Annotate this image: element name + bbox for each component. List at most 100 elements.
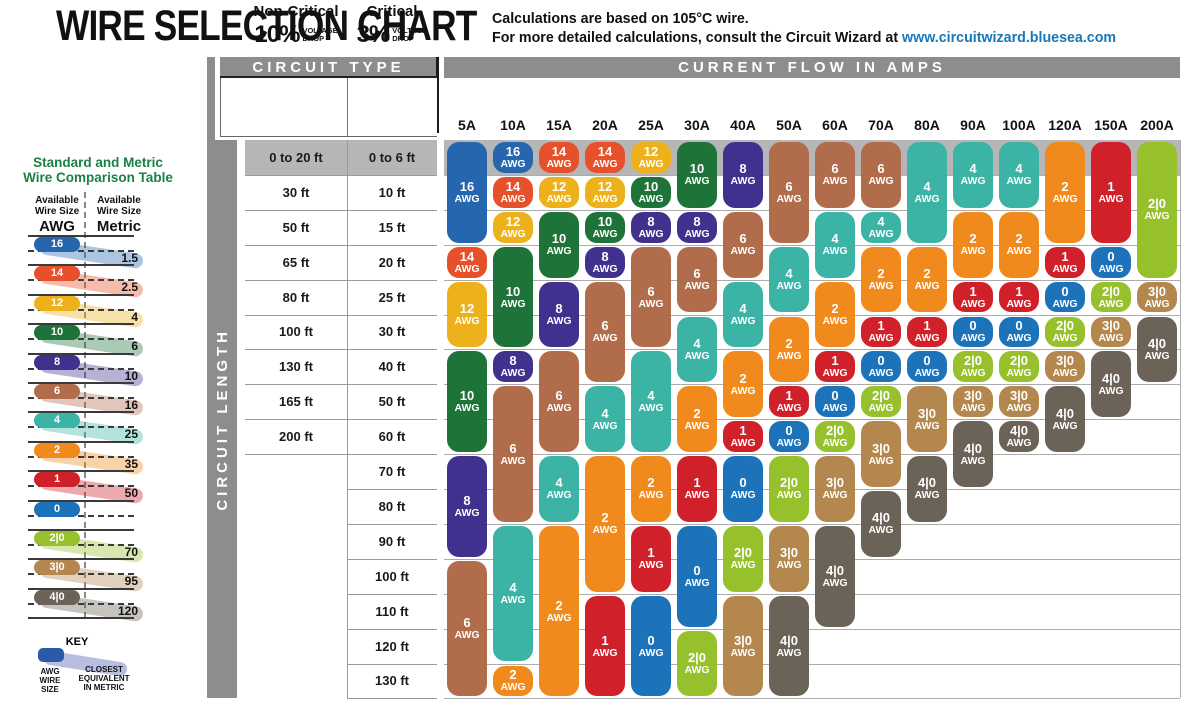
wire-awg-size: 16 — [505, 143, 521, 159]
wire-pill-80A-4: 4 AWG — [907, 142, 947, 243]
wire-awg-size: 8 — [463, 492, 471, 508]
wire-awg-size: 1 — [877, 318, 885, 334]
wire-pill-100A-2: 2 AWG — [999, 211, 1039, 278]
wire-awg-unit: AWG — [822, 245, 848, 258]
row-label-critical: 50 ft — [378, 394, 406, 410]
wire-pill-25A-10: 10 AWG — [631, 176, 671, 208]
wire-pill-60A-400: 4|0 AWG — [815, 525, 855, 627]
label-gridline — [347, 314, 437, 316]
row-label-non-critical: 130 ft — [279, 359, 313, 375]
wire-awg-unit: AWG — [638, 297, 664, 310]
wire-awg-unit: AWG — [454, 402, 480, 415]
wire-awg-unit: AWG — [684, 576, 710, 589]
comparison-metric-value: 10 — [124, 368, 138, 383]
wire-awg-size: 4 — [693, 335, 701, 351]
wire-awg-unit: AWG — [776, 437, 802, 450]
wire-awg-unit: AWG — [1006, 297, 1032, 310]
wire-awg-size: 4|0 — [779, 632, 799, 648]
wire-awg-size: 1 — [1061, 248, 1069, 264]
wire-awg-size: 3|0 — [1009, 388, 1029, 404]
wire-pill-15A-14: 14 AWG — [539, 142, 579, 173]
wire-pill-20A-12: 12 AWG — [585, 176, 625, 208]
wire-awg-unit: AWG — [684, 227, 710, 240]
gridline — [444, 209, 1180, 211]
wire-pill-50A-200: 2|0 AWG — [769, 456, 809, 522]
label-gridline — [347, 174, 437, 176]
key-awg-label: AWG WIRE SIZE — [39, 667, 61, 694]
wire-pill-120A-2: 2 AWG — [1045, 142, 1085, 243]
key-metric-label: CLOSEST EQUIVALENT IN METRIC — [78, 665, 130, 692]
wire-awg-size: 4|0 — [1055, 405, 1075, 421]
amp-column-header: 150A — [1094, 117, 1128, 133]
circuit-wizard-link[interactable]: www.circuitwizard.bluesea.com — [902, 29, 1117, 46]
wire-awg-unit: AWG — [500, 681, 526, 694]
wire-awg-unit: AWG — [868, 524, 894, 537]
wire-awg-unit: AWG — [1098, 332, 1124, 345]
gridline — [444, 244, 1180, 246]
wire-awg-size: 2|0 — [963, 353, 983, 369]
wire-awg-unit: AWG — [868, 280, 894, 293]
wire-awg-size: 3|0 — [825, 475, 845, 491]
wire-awg-size: 4|0 — [1147, 335, 1167, 351]
wire-pill-40A-200: 2|0 AWG — [723, 525, 763, 592]
wire-pill-150A-400: 4|0 AWG — [1091, 351, 1131, 418]
wire-awg-unit: AWG — [914, 489, 940, 502]
wire-awg-size: 0 — [693, 562, 701, 578]
wire-awg-unit: AWG — [546, 192, 572, 205]
wire-awg-size: 1 — [1015, 283, 1023, 299]
wire-pill-5A-16: 16 AWG — [447, 142, 487, 243]
wire-awg-size: 1 — [647, 545, 655, 561]
wire-pill-100A-400: 4|0 AWG — [999, 421, 1039, 453]
wire-awg-size: 4 — [923, 178, 931, 194]
label-gridline — [245, 314, 347, 316]
wire-awg-size: 6 — [463, 615, 471, 631]
wire-awg-size: 8 — [739, 161, 747, 177]
wire-awg-unit: AWG — [546, 157, 572, 170]
critical-title: Critical — [366, 3, 418, 20]
wire-awg-size: 1 — [601, 632, 609, 648]
wire-pill-20A-4: 4 AWG — [585, 386, 625, 453]
comparison-dashed-line — [28, 544, 134, 546]
wire-pill-70A-0: 0 AWG — [861, 351, 901, 383]
wire-pill-200A-200: 2|0 AWG — [1137, 142, 1177, 278]
comparison-awg-pill: 2|0 — [34, 531, 80, 546]
wire-awg-size: 2 — [831, 300, 839, 316]
wire-awg-unit: AWG — [684, 489, 710, 502]
comparison-table-title: Standard and Metric Wire Comparison Tabl… — [23, 155, 173, 185]
wire-awg-size: 0 — [739, 475, 747, 491]
comparison-metric-value: 1.5 — [121, 251, 138, 265]
wire-pill-10A-12: 12 AWG — [493, 211, 533, 243]
wire-awg-size: 0 — [923, 353, 931, 369]
wire-awg-size: 2 — [647, 475, 655, 491]
wire-awg-size: 3|0 — [871, 440, 891, 456]
comparison-awg-pill: 8 — [34, 354, 80, 370]
wire-pill-50A-4: 4 AWG — [769, 246, 809, 313]
gridline — [444, 663, 1180, 665]
wire-awg-unit: AWG — [730, 314, 756, 327]
gridline — [444, 419, 1180, 421]
awg-column-head: Available Wire Size — [34, 195, 80, 217]
wire-awg-size: 0 — [969, 318, 977, 334]
label-gridline — [245, 349, 347, 351]
wire-pill-120A-0: 0 AWG — [1045, 281, 1085, 313]
comparison-dashed-line — [28, 308, 134, 311]
wire-awg-size: 4 — [601, 405, 609, 421]
wire-awg-unit: AWG — [822, 576, 848, 589]
wire-pill-40A-8: 8 AWG — [723, 142, 763, 208]
wire-pill-90A-200: 2|0 AWG — [953, 351, 993, 383]
wire-awg-size: 0 — [785, 423, 793, 439]
wire-pill-40A-6: 6 AWG — [723, 211, 763, 278]
wire-pill-5A-10: 10 AWG — [447, 351, 487, 453]
wire-pill-30A-0: 0 AWG — [677, 525, 717, 627]
comparison-solid-line — [28, 352, 134, 355]
non-critical-percent: 10% — [254, 21, 300, 48]
wire-awg-unit: AWG — [592, 227, 618, 240]
wire-awg-size: 3|0 — [1147, 283, 1167, 299]
subtitle-line2-text: For more detailed calculations, consult … — [492, 29, 903, 46]
wire-pill-25A-0: 0 AWG — [631, 595, 671, 697]
wire-awg-unit: AWG — [1098, 297, 1124, 310]
wire-awg-unit: AWG — [638, 489, 664, 502]
row-label-critical: 0 to 6 ft — [368, 149, 416, 165]
wire-pill-10A-4: 4 AWG — [493, 525, 533, 662]
wire-awg-size: 1 — [785, 388, 793, 404]
